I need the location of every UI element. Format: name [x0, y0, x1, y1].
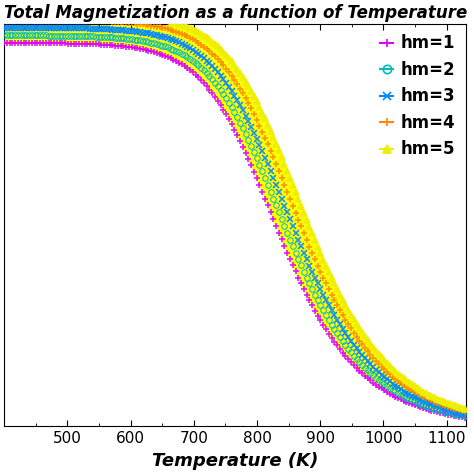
Text: Total Magnetization as a function of Temperature: Total Magnetization as a function of Tem…: [4, 4, 467, 22]
X-axis label: Temperature (K): Temperature (K): [152, 452, 318, 470]
Legend: hm=1, hm=2, hm=3, hm=4, hm=5: hm=1, hm=2, hm=3, hm=4, hm=5: [374, 28, 461, 164]
